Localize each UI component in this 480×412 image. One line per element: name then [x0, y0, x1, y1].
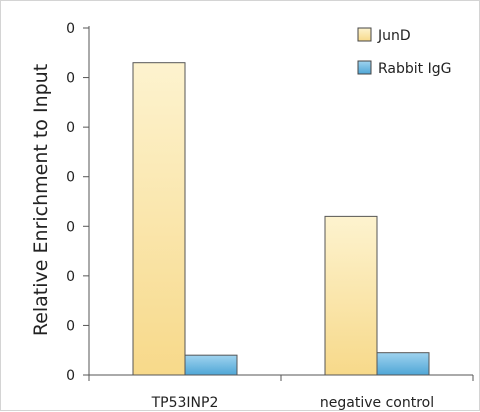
- y-tick-label: 0: [66, 120, 75, 136]
- bar-jund: [324, 215, 378, 376]
- bar-rabbit-igg: [184, 354, 238, 376]
- y-tick-label: 0: [66, 368, 75, 384]
- legend-label: Rabbit IgG: [378, 61, 451, 77]
- y-tick-label: 0: [66, 219, 75, 235]
- y-tick-label: 0: [66, 170, 75, 186]
- y-axis-label: Relative Enrichment to Input: [30, 64, 52, 336]
- legend: JunD Rabbit IgG: [357, 27, 451, 77]
- y-tick-label: 0: [66, 71, 75, 87]
- legend-label: JunD: [377, 28, 411, 44]
- y-tick-label: 0: [66, 21, 75, 37]
- x-axis: TP53INP2 negative control: [88, 374, 474, 411]
- y-tick-label: 0: [66, 318, 75, 334]
- y-tick-label: 0: [66, 269, 75, 285]
- legend-swatch: [357, 27, 372, 42]
- bar-rabbit-igg: [376, 352, 430, 376]
- bars: [132, 62, 430, 376]
- bar-jund: [132, 62, 186, 376]
- legend-swatch: [357, 60, 372, 75]
- x-tick-label: negative control: [320, 395, 434, 411]
- y-axis: 0 0 0 0 0 0 0 0: [66, 21, 90, 384]
- x-tick-label: TP53INP2: [151, 395, 219, 411]
